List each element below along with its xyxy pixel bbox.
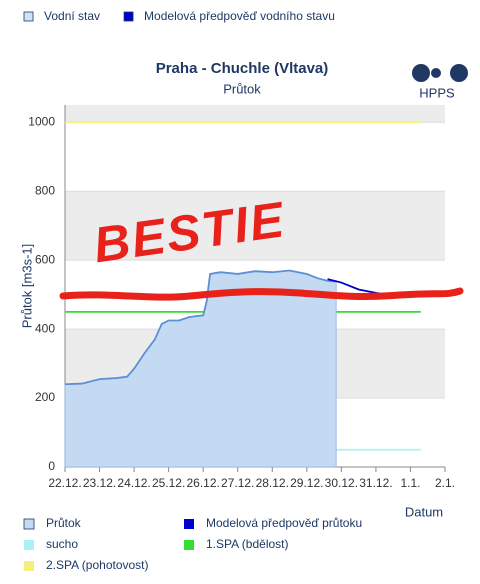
legend-swatch <box>123 11 134 22</box>
legend-swatch <box>24 540 34 550</box>
x-tick-label: 26.12. <box>186 476 219 490</box>
y-tick-label: 1000 <box>28 114 55 128</box>
legend-label: sucho <box>46 537 78 551</box>
grid-band <box>65 105 445 123</box>
y-tick-label: 400 <box>35 321 55 335</box>
x-tick-label: 28.12. <box>256 476 289 490</box>
logo-text: HPPS <box>419 85 455 100</box>
legend-swatch <box>24 561 34 571</box>
x-tick-label: 31.12. <box>359 476 392 490</box>
y-tick-label: 600 <box>35 252 55 266</box>
x-tick-label: 27.12. <box>221 476 254 490</box>
x-tick-label: 29.12. <box>290 476 323 490</box>
legend-swatch <box>23 11 34 22</box>
legend-label: Průtok <box>46 516 82 530</box>
x-tick-label: 22.12. <box>48 476 81 490</box>
x-tick-label: 30.12. <box>325 476 358 490</box>
legend-label: 2.SPA (pohotovost) <box>46 558 149 572</box>
legend-swatch <box>184 540 194 550</box>
logo-dot <box>450 64 468 82</box>
grid-band <box>65 191 445 261</box>
x-tick-label: 23.12. <box>83 476 116 490</box>
scribble-line <box>59 287 464 301</box>
y-tick-label: 200 <box>35 390 55 404</box>
legend-label: Vodní stav <box>44 9 100 23</box>
logo-dot <box>431 68 441 78</box>
x-tick-label: 1.1. <box>400 476 420 490</box>
legend-swatch <box>184 519 194 529</box>
chart-title: Praha - Chuchle (Vltava) <box>156 60 329 77</box>
x-tick-label: 25.12. <box>152 476 185 490</box>
series-line <box>64 269 337 386</box>
logo-dot <box>412 64 430 82</box>
legend-label: Modelová předpověď průtoku <box>206 516 362 530</box>
x-tick-label: 2.1. <box>435 476 455 490</box>
x-axis-label: Datum <box>405 504 443 519</box>
chart-subtitle: Průtok <box>223 81 261 96</box>
y-axis-label: Průtok [m3s-1] <box>19 244 34 329</box>
logo: HPPS <box>412 64 468 100</box>
legend-swatch <box>23 518 35 530</box>
x-tick-label: 24.12. <box>117 476 150 490</box>
y-tick-label: 0 <box>48 459 55 473</box>
legend-label: 1.SPA (bdělost) <box>206 537 289 551</box>
legend-label: Modelová předpověď vodního stavu <box>144 9 335 23</box>
y-tick-label: 800 <box>35 183 55 197</box>
